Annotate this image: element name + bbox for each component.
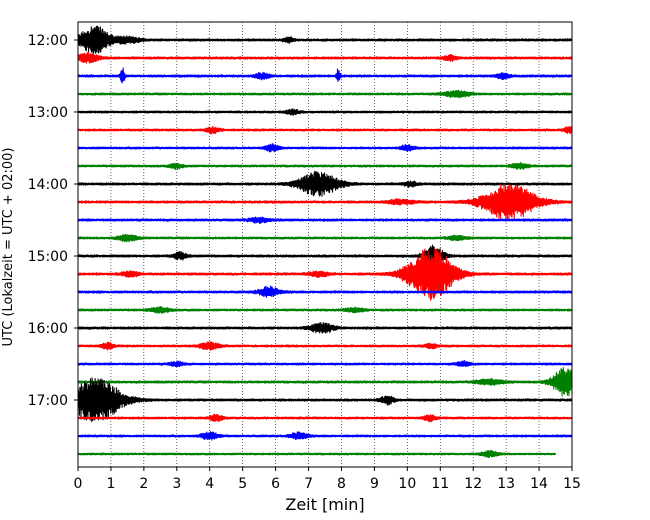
trace-line-1545 xyxy=(77,306,573,314)
x-tick-label: 3 xyxy=(172,476,181,492)
trace-line-1515 xyxy=(77,248,573,301)
x-tick-label: 5 xyxy=(238,476,247,492)
y-tick-label: 12:00 xyxy=(28,33,68,49)
trace-line-1530 xyxy=(77,285,573,298)
x-tick-label: 10 xyxy=(398,476,416,492)
trace-line-1315 xyxy=(77,125,573,135)
trace-line-1245 xyxy=(77,89,573,99)
seismic-traces xyxy=(77,25,573,459)
y-tick-label: 15:00 xyxy=(28,249,68,265)
y-tick-label: 13:00 xyxy=(28,105,68,121)
x-tick-label: 12 xyxy=(464,476,482,492)
trace-line-1400 xyxy=(77,170,573,197)
trace-line-1330 xyxy=(77,143,573,153)
trace-line-1700 xyxy=(77,377,573,423)
trace-line-1600 xyxy=(77,321,573,334)
trace-line-1300 xyxy=(77,108,573,116)
trace-line-1500 xyxy=(77,244,573,267)
trace-line-1230 xyxy=(77,67,573,84)
x-tick-label: 15 xyxy=(563,476,581,492)
trace-line-1430 xyxy=(77,216,573,225)
x-axis-ticks: 0 1 2 3 4 5 6 7 8 9 10 11 12 13 14 15 xyxy=(74,467,581,492)
vertical-grid xyxy=(110,22,540,467)
x-tick-label: 14 xyxy=(530,476,548,492)
trace-line-1715 xyxy=(77,413,573,423)
plot-frame xyxy=(77,21,573,468)
trace-line-1630 xyxy=(77,359,573,368)
trace-line-1415 xyxy=(77,183,573,221)
trace-line-1615 xyxy=(77,341,573,351)
x-tick-label: 11 xyxy=(431,476,449,492)
trace-line-1345 xyxy=(77,161,573,171)
x-tick-label: 0 xyxy=(74,476,83,492)
x-tick-label: 7 xyxy=(304,476,313,492)
x-tick-label: 2 xyxy=(139,476,148,492)
trace-line-1200 xyxy=(77,25,573,56)
x-tick-label: 6 xyxy=(271,476,280,492)
y-tick-label: 14:00 xyxy=(28,177,68,193)
trace-line-1745 xyxy=(77,449,557,459)
x-tick-label: 1 xyxy=(106,476,115,492)
trace-line-1645 xyxy=(77,366,573,397)
y-tick-label: 17:00 xyxy=(28,393,68,409)
y-tick-label: 16:00 xyxy=(28,321,68,337)
x-axis-title: Zeit [min] xyxy=(285,495,364,514)
y-axis-ticks: 12:00 13:00 14:00 15:00 16:00 17:00 xyxy=(28,33,78,409)
x-tick-label: 13 xyxy=(497,476,515,492)
trace-line-1445 xyxy=(77,233,573,243)
trace-line-1215 xyxy=(77,51,573,64)
x-tick-label: 4 xyxy=(205,476,214,492)
y-axis-title: UTC (Lokalzeit = UTC + 02:00) xyxy=(1,148,16,347)
trace-line-1730 xyxy=(77,431,573,441)
x-tick-label: 8 xyxy=(337,476,346,492)
x-tick-label: 9 xyxy=(370,476,379,492)
